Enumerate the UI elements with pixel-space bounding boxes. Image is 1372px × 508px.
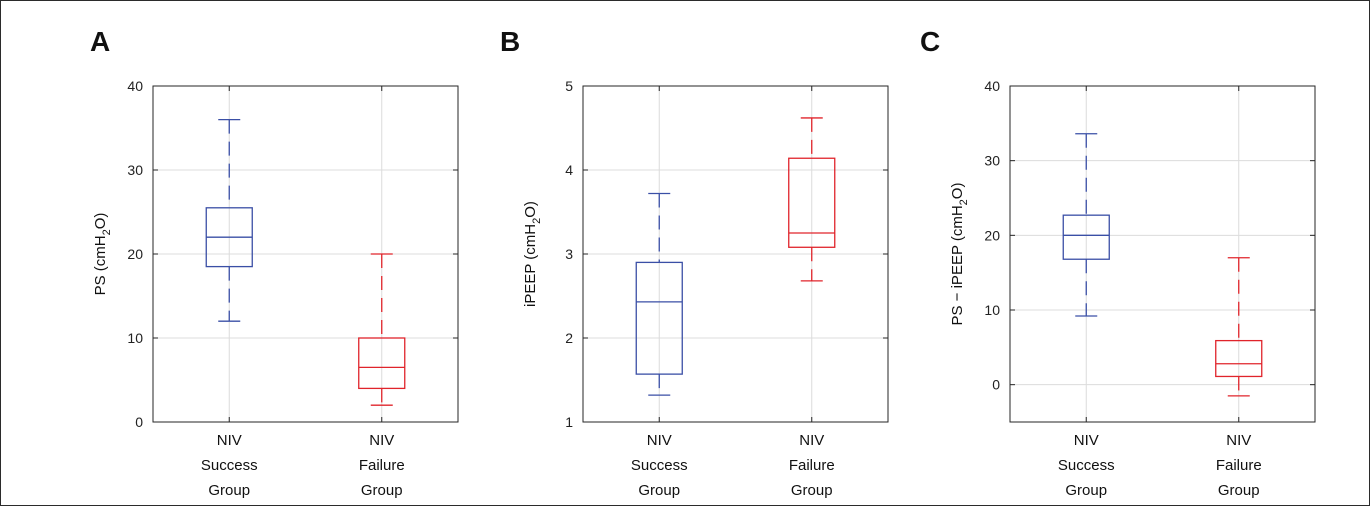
- y-tick-label: 2: [565, 330, 573, 346]
- category-label-line: Group: [638, 482, 680, 499]
- category-label-line: NIV: [799, 432, 824, 449]
- box-iqr: [635, 261, 683, 375]
- y-axis-label-text: O): [522, 201, 539, 218]
- y-axis-label-subscript: 2: [531, 218, 543, 224]
- y-tick-label: 0: [135, 414, 143, 430]
- category-label: NIV Failure Group: [1216, 432, 1262, 499]
- y-tick-label: 40: [127, 78, 143, 94]
- y-tick-label: 40: [984, 78, 1000, 94]
- category-label: NIV Failure Group: [359, 432, 405, 499]
- category-label-line: NIV: [647, 432, 672, 449]
- box-iqr: [1215, 339, 1263, 378]
- y-axis-label-text: PS − iPEEP (cmH: [949, 205, 966, 325]
- panel-b: B 1 2 3 4 5 NIV Success Group NIV Failure Group iPEE…: [500, 26, 889, 499]
- box-0: [205, 118, 253, 322]
- category-label-line: Group: [791, 482, 833, 499]
- y-tick-label: 5: [565, 78, 573, 94]
- y-tick-label: 10: [127, 330, 143, 346]
- category-label: NIV Failure Group: [789, 432, 835, 499]
- y-axis-label-text: O): [949, 183, 966, 200]
- y-tick-label: 20: [127, 246, 143, 262]
- category-label-line: Failure: [789, 457, 835, 474]
- y-tick-label: 20: [984, 227, 1000, 243]
- y-axis-label-text: O): [92, 213, 109, 230]
- panel-c: C 0 10 20 30 40 NIV Success Group NIV Failure Group…: [920, 26, 1316, 499]
- panel-a: A 0 10 20 30 40 NIV Success Group NIV Failure Group…: [90, 26, 459, 499]
- box-0: [1062, 133, 1110, 317]
- y-axis-label: PS (cmH2O): [92, 213, 113, 296]
- category-label: NIV Success Group: [201, 432, 258, 499]
- y-tick-label: 10: [984, 302, 1000, 318]
- category-label-line: NIV: [1226, 432, 1251, 449]
- box-1: [788, 117, 836, 282]
- box-iqr: [1062, 214, 1110, 260]
- category-label: NIV Success Group: [1058, 432, 1115, 499]
- category-label-line: NIV: [369, 432, 394, 449]
- plot-area: [1009, 85, 1316, 423]
- panel-letter: B: [500, 26, 520, 57]
- y-axis-label-text: PS (cmH: [92, 235, 109, 295]
- y-tick-label: 1: [565, 414, 573, 430]
- category-label-line: Success: [201, 457, 258, 474]
- box-iqr: [358, 337, 406, 390]
- y-tick-label: 4: [565, 162, 573, 178]
- category-label-line: NIV: [1074, 432, 1099, 449]
- category-label-line: Success: [631, 457, 688, 474]
- category-label-line: Group: [1065, 482, 1107, 499]
- y-tick-label: 30: [984, 153, 1000, 169]
- y-axis-label: iPEEP (cmH2O): [522, 201, 543, 307]
- category-label-line: NIV: [217, 432, 242, 449]
- box-1: [358, 253, 406, 406]
- category-label-line: Group: [208, 482, 250, 499]
- category-label-line: Failure: [1216, 457, 1262, 474]
- category-label-line: Group: [361, 482, 403, 499]
- box-1: [1215, 257, 1263, 397]
- box-iqr: [788, 157, 836, 248]
- category-label-line: Success: [1058, 457, 1115, 474]
- y-tick-label: 0: [992, 377, 1000, 393]
- box-0: [635, 192, 683, 396]
- y-axis-label-subscript: 2: [958, 199, 970, 205]
- category-label-line: Group: [1218, 482, 1260, 499]
- category-label: NIV Success Group: [631, 432, 688, 499]
- panel-letter: C: [920, 26, 940, 57]
- y-axis-label-subscript: 2: [101, 229, 113, 235]
- y-tick-label: 3: [565, 246, 573, 262]
- panel-letter: A: [90, 26, 110, 57]
- y-axis-label-text: iPEEP (cmH: [522, 224, 539, 307]
- category-label-line: Failure: [359, 457, 405, 474]
- y-tick-label: 30: [127, 162, 143, 178]
- y-axis-label: PS − iPEEP (cmH2O): [949, 183, 970, 326]
